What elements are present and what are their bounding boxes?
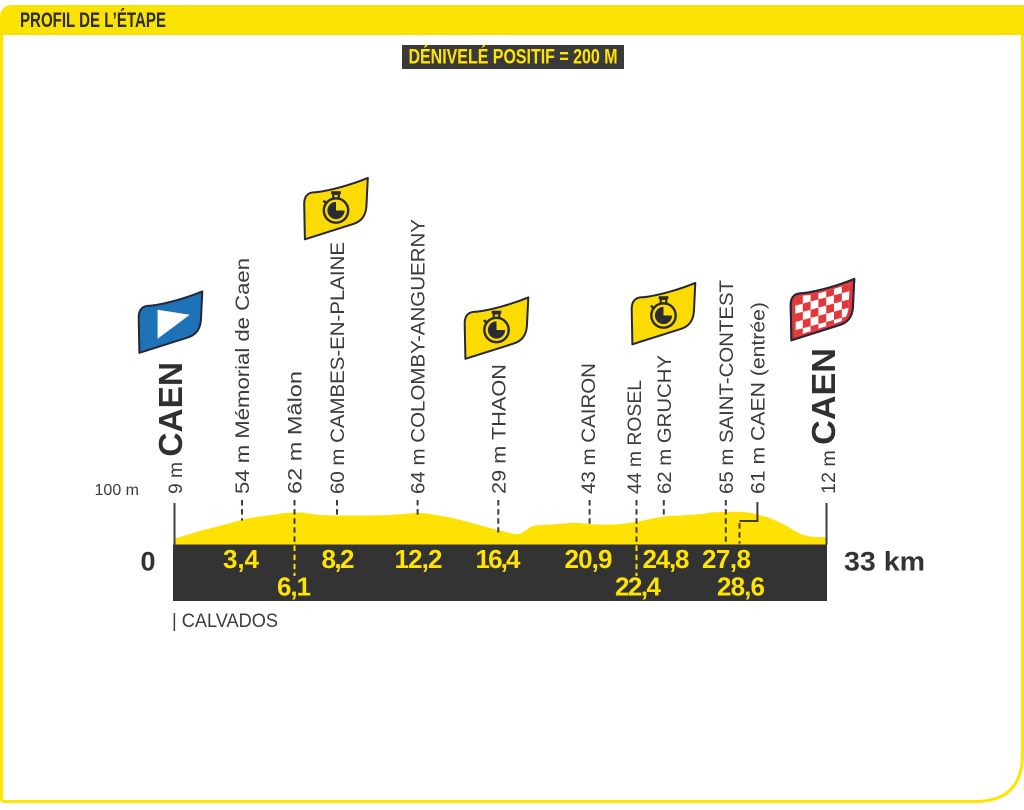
svg-text:12,2: 12,2 — [395, 544, 443, 574]
svg-text:28,6: 28,6 — [717, 572, 765, 602]
svg-text:PROFIL DE L’ÉTAPE: PROFIL DE L’ÉTAPE — [20, 9, 166, 32]
svg-text:27,8: 27,8 — [702, 544, 751, 574]
svg-text:54 m Mémorial de Caen: 54 m Mémorial de Caen — [233, 258, 254, 494]
svg-text:12 m CAEN: 12 m CAEN — [805, 348, 842, 494]
svg-text:44 m ROSEL: 44 m ROSEL — [625, 380, 646, 494]
svg-text:62 m GRUCHY: 62 m GRUCHY — [655, 355, 676, 494]
svg-text:20,9: 20,9 — [565, 544, 613, 574]
svg-text:3,4: 3,4 — [223, 544, 260, 574]
svg-text:43 m CAIRON: 43 m CAIRON — [579, 363, 600, 494]
svg-text:DÉNIVELÉ POSITIF = 200 M: DÉNIVELÉ POSITIF = 200 M — [409, 46, 618, 69]
svg-text:33 km: 33 km — [844, 547, 925, 577]
svg-text:6,1: 6,1 — [277, 572, 311, 602]
svg-text:9 m CAEN: 9 m CAEN — [152, 362, 189, 494]
svg-text:0: 0 — [140, 547, 155, 577]
svg-text:62 m Mâlon: 62 m Mâlon — [286, 371, 307, 494]
svg-text:16,4: 16,4 — [476, 544, 522, 574]
svg-text:24,8: 24,8 — [643, 544, 690, 574]
svg-text:22,4: 22,4 — [615, 572, 662, 602]
svg-text:| CALVADOS: | CALVADOS — [172, 611, 278, 632]
svg-text:64 m COLOMBY-ANGUERNY: 64 m COLOMBY-ANGUERNY — [409, 219, 430, 494]
svg-text:8,2: 8,2 — [322, 544, 355, 574]
svg-text:100 m: 100 m — [95, 482, 139, 499]
svg-text:60 m CAMBES-EN-PLAINE: 60 m CAMBES-EN-PLAINE — [328, 242, 349, 494]
svg-text:29 m THAON: 29 m THAON — [489, 364, 510, 494]
svg-text:65 m SAINT-CONTEST: 65 m SAINT-CONTEST — [717, 280, 738, 494]
svg-text:61 m CAEN (entrée): 61 m CAEN (entrée) — [748, 302, 769, 494]
